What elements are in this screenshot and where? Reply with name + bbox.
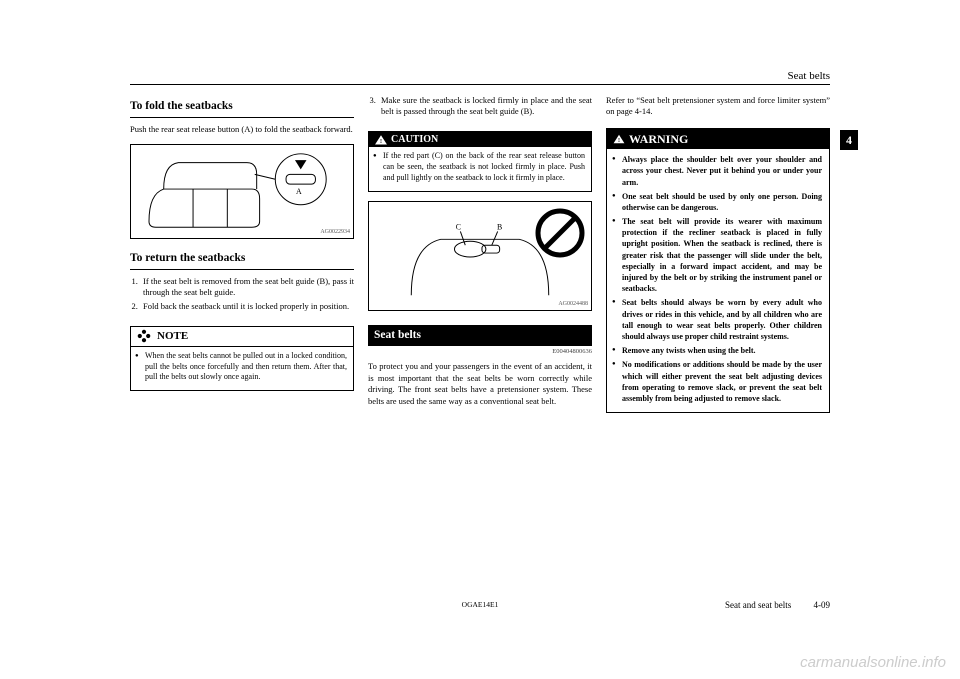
caution-box: ! CAUTION If the red part (C) on the bac… bbox=[368, 131, 592, 192]
fold-text: Push the rear seat release button (A) to… bbox=[130, 124, 354, 135]
warning-icon: ! bbox=[613, 134, 625, 144]
svg-text:!: ! bbox=[618, 138, 620, 144]
step-3: Make sure the seatback is locked firmly … bbox=[378, 95, 592, 118]
heading-return-seatbacks: To return the seatbacks bbox=[130, 251, 354, 270]
section-code: E00404800636 bbox=[368, 348, 592, 357]
label-c: C bbox=[456, 222, 461, 231]
continued-steps: Make sure the seatback is locked firmly … bbox=[368, 95, 592, 121]
content-columns: To fold the seatbacks Push the rear seat… bbox=[130, 95, 830, 419]
figure-ref-2: AG0024488 bbox=[558, 300, 588, 308]
seat-illustration-1: A bbox=[131, 145, 353, 238]
note-icon bbox=[137, 329, 151, 343]
footer-page-number: 4-09 bbox=[814, 600, 831, 610]
figure-release-button: C B AG0024488 bbox=[368, 201, 592, 311]
page-footer: OGAE14E1 Seat and seat belts 4-09 bbox=[130, 594, 830, 610]
note-title: NOTE bbox=[131, 327, 353, 347]
warning-item-4: Seat belts should always be worn by ever… bbox=[622, 297, 822, 342]
note-box: NOTE When the seat belts cannot be pulle… bbox=[130, 326, 354, 391]
warning-item-5: Remove any twists when using the belt. bbox=[622, 345, 822, 356]
warning-item-6: No modifications or additions should be … bbox=[622, 359, 822, 404]
footer-section: Seat and seat belts bbox=[725, 600, 791, 610]
caution-label: CAUTION bbox=[391, 133, 438, 147]
section-heading-seat-belts: Seat belts bbox=[368, 325, 592, 347]
note-item-1: When the seat belts cannot be pulled out… bbox=[145, 351, 347, 383]
warning-title: ! WARNING bbox=[607, 129, 829, 149]
running-head: Seat belts bbox=[130, 70, 830, 85]
pretensioner-ref: Refer to “Seat belt pretensioner system … bbox=[606, 95, 830, 118]
warning-item-2: One seat belt should be used by only one… bbox=[622, 191, 822, 213]
column-1: To fold the seatbacks Push the rear seat… bbox=[130, 95, 354, 419]
column-3: Refer to “Seat belt pretensioner system … bbox=[606, 95, 830, 419]
return-steps-list: If the seat belt is removed from the sea… bbox=[130, 276, 354, 316]
caution-items: If the red part (C) on the back of the r… bbox=[369, 147, 591, 190]
warning-item-1: Always place the shoulder belt over your… bbox=[622, 154, 822, 188]
label-b: B bbox=[497, 222, 502, 231]
heading-fold-seatbacks: To fold the seatbacks bbox=[130, 99, 354, 118]
return-step-2: Fold back the seatback until it is locke… bbox=[140, 301, 354, 312]
label-a: A bbox=[296, 187, 302, 196]
note-items: When the seat belts cannot be pulled out… bbox=[131, 347, 353, 390]
caution-title: ! CAUTION bbox=[369, 132, 591, 148]
warning-label: WARNING bbox=[629, 131, 688, 147]
prohibit-icon bbox=[535, 208, 585, 258]
warning-box: ! WARNING Always place the shoulder belt… bbox=[606, 128, 830, 413]
warning-item-3: The seat belt will provide its wearer wi… bbox=[622, 216, 822, 294]
caution-icon: ! bbox=[375, 135, 387, 145]
note-label: NOTE bbox=[157, 329, 188, 344]
manual-page: Seat belts 4 To fold the seatbacks Push … bbox=[130, 70, 830, 610]
caution-item-1: If the red part (C) on the back of the r… bbox=[383, 151, 585, 183]
figure-fold-seatback: A AG0022934 bbox=[130, 144, 354, 239]
figure-ref-1: AG0022934 bbox=[320, 228, 350, 236]
column-2: Make sure the seatback is locked firmly … bbox=[368, 95, 592, 419]
watermark: carmanualsonline.info bbox=[800, 654, 946, 671]
svg-text:!: ! bbox=[380, 139, 382, 145]
footer-doc-code: OGAE14E1 bbox=[462, 600, 499, 609]
return-step-1: If the seat belt is removed from the sea… bbox=[140, 276, 354, 299]
chapter-tab: 4 bbox=[840, 130, 858, 150]
warning-items: Always place the shoulder belt over your… bbox=[607, 149, 829, 412]
seat-belts-intro: To protect you and your passengers in th… bbox=[368, 361, 592, 407]
